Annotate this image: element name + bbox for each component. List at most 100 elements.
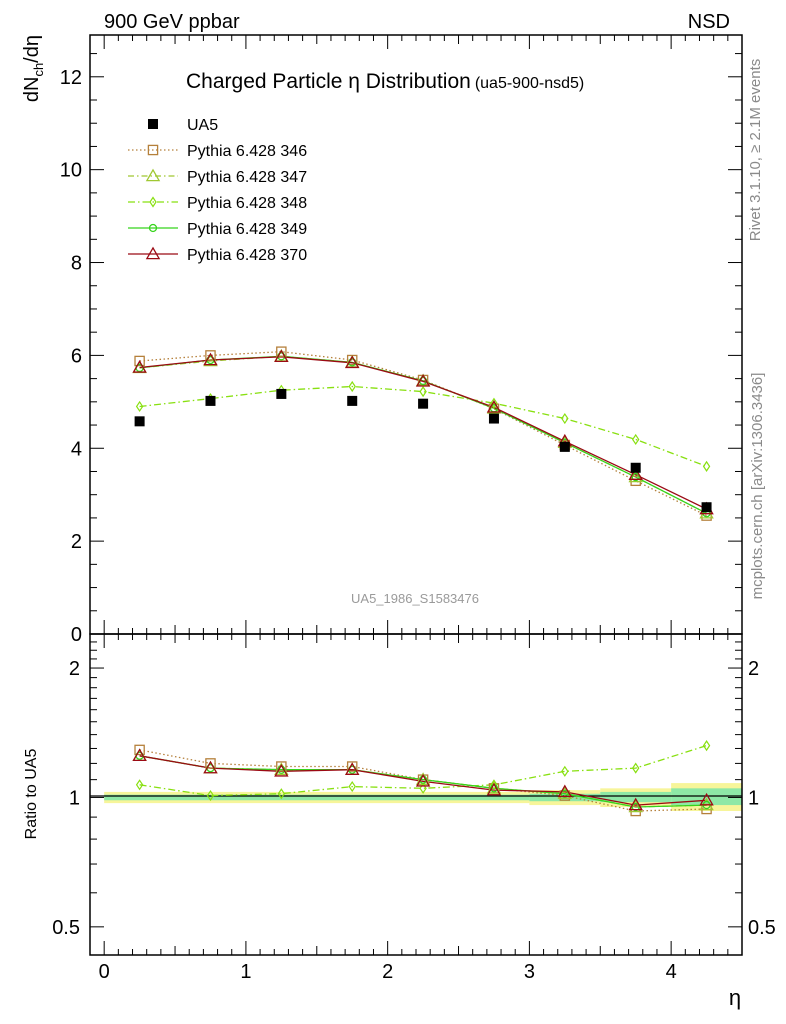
legend-marker-2 (145, 168, 161, 182)
x-tick-label: 3 (524, 961, 535, 983)
series-1-line (139, 351, 707, 517)
series-1-point (134, 355, 145, 367)
y-tick-label: 8 (71, 253, 82, 275)
series-3-ratio-point (561, 765, 569, 777)
ratio-y-tick-label: 1 (69, 787, 80, 809)
ratio-band-inner (104, 794, 530, 801)
series-1-point (630, 475, 641, 487)
series-1-point (276, 346, 287, 357)
mcplots-reference-label: mcplots.cern.ch [arXiv:1306.3436] (749, 373, 766, 600)
legend-label-4: Pythia 6.428 349 (187, 221, 307, 238)
ratio-plot-frame (89, 633, 743, 956)
ratio-plot-panel: 0.5 0.5 1 1 2 2 Ratio to UA5 (23, 633, 776, 956)
series-2-line (139, 355, 707, 514)
y-tick-label: 4 (71, 438, 82, 460)
series-3-point (702, 460, 711, 472)
main-plot-panel: UA5_1986_S1583476 Charged Particle η Dis… (21, 34, 743, 646)
series-5-ratio-point (344, 762, 360, 775)
x-tick-label: 2 (382, 961, 393, 983)
chart-title: Charged Particle η Distribution (ua5-900-… (186, 70, 584, 93)
legend-marker-1 (147, 144, 159, 156)
ua5-data-point (559, 441, 570, 452)
series-3-point (490, 397, 498, 409)
y-tick-label: 2 (71, 531, 82, 553)
series-4-line (139, 355, 707, 514)
ua5-data-point (418, 398, 429, 409)
series-3-point (135, 400, 144, 413)
legend-marker-3 (149, 196, 157, 208)
series-3-ratio-point (135, 779, 144, 791)
ratio-y-axis-label: Ratio to UA5 (23, 749, 40, 840)
series-3-ratio-point (702, 740, 711, 752)
x-tick-label: 1 (240, 961, 251, 983)
ua5-data-point (205, 395, 216, 406)
header-left-label: 900 GeV ppbar (104, 11, 240, 33)
y-tick-label: 6 (71, 345, 82, 367)
series-5-ratio-point (628, 797, 643, 811)
ua5-data-point (276, 388, 287, 399)
series-5-point (415, 373, 431, 387)
ratio-y-tick-label-right: 1 (748, 787, 759, 809)
series-4-ratio-point (631, 802, 640, 812)
series-4-point (631, 472, 640, 482)
series-5-ratio-line (139, 755, 707, 806)
ua5-data-point (134, 416, 145, 427)
legend-label-2: Pythia 6.428 347 (187, 169, 307, 186)
series-5-ratio-point (203, 760, 218, 774)
y-tick-label: 12 (60, 67, 82, 89)
x-axis-label: η (729, 985, 741, 1010)
series-5-ratio-point (486, 782, 502, 796)
series-3-line (139, 385, 707, 468)
series-5-point (344, 355, 360, 369)
legend-marker-4 (148, 223, 158, 233)
ratio-band-inner (600, 791, 672, 803)
ratio-y-tick-label-right: 0.5 (748, 917, 776, 939)
legend-marker-5 (145, 246, 161, 260)
rivet-version-label: Rivet 3.1.10, ≥ 2.1M events (747, 59, 764, 242)
series-5-point (132, 360, 147, 373)
legend-marker-data (148, 119, 158, 129)
series-1-point (205, 350, 216, 361)
series-5-point (486, 399, 502, 413)
y-tick-label: 0 (71, 624, 82, 646)
series-3-point (561, 412, 569, 425)
header-right-label: NSD (688, 11, 730, 33)
legend-label-1: Pythia 6.428 346 (187, 143, 307, 160)
series-5-point (203, 352, 218, 366)
ratio-y-tick-label-right: 2 (748, 658, 759, 680)
series-3-ratio-point (206, 790, 215, 802)
ua5-data-point (701, 502, 712, 513)
series-1-ratio-line (139, 749, 707, 812)
y-axis-label: dNch/dη (21, 35, 46, 102)
series-3-point (348, 380, 356, 393)
ua5-data-point (347, 395, 358, 406)
series-3-ratio-line (139, 744, 707, 797)
ua5-data-point (630, 462, 641, 473)
series-5-ratio-point (415, 773, 431, 787)
ratio-y-tick-label: 0.5 (52, 917, 80, 939)
series-1-ratio-point (205, 758, 216, 769)
y-tick-label: 10 (60, 160, 82, 182)
series-3-ratio-point (419, 782, 427, 794)
series-3-ratio-point (631, 762, 640, 774)
series-5-line (139, 356, 707, 510)
series-5-ratio-point (557, 784, 573, 798)
series-3-ratio-point (490, 779, 498, 791)
series-1-ratio-point (346, 761, 358, 772)
series-5-point (274, 349, 289, 363)
ua5-data-point (488, 413, 499, 424)
series-5-ratio-point (699, 792, 714, 806)
legend: UA5 Pythia 6.428 346 Pythia 6.428 347 Pythi… (128, 117, 307, 264)
x-tick-label: 4 (666, 961, 677, 983)
legend-label-3: Pythia 6.428 348 (187, 195, 307, 212)
analysis-watermark: UA5_1986_S1583476 (351, 591, 479, 606)
x-tick-label: 0 (99, 961, 110, 983)
series-5-ratio-point (274, 763, 289, 777)
series-3-ratio-point (277, 788, 286, 800)
legend-label-data: UA5 (187, 117, 218, 134)
series-4-ratio-point (560, 789, 569, 798)
legend-label-5: Pythia 6.428 370 (187, 247, 307, 264)
series-5-ratio-point (132, 748, 147, 762)
series-1-ratio-point (134, 744, 145, 756)
